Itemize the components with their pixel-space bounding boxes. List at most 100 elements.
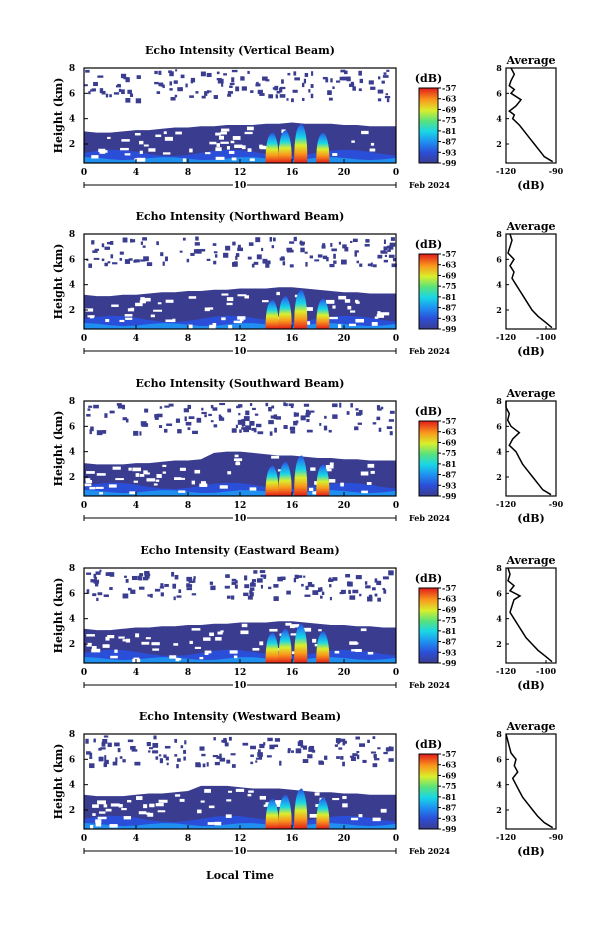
data-gap [112,466,121,470]
panel-3: Echo Intensity (Southward Beam) Height (k… [52,377,564,525]
sparse-echo [130,238,133,243]
x-tick-label: 20 [338,168,351,178]
day-label-bg [233,345,247,355]
profile-y-tick-label: 2 [496,639,502,649]
sparse-echo [390,237,395,241]
sparse-echo [362,759,367,763]
colorbar-tick-label: -69 [442,604,457,614]
data-gap [91,646,97,650]
sparse-echo [228,736,232,741]
sparse-echo [241,86,247,91]
profile-y-tick-label: 8 [496,396,502,406]
sparse-echo [386,426,393,430]
sparse-echo [144,408,149,413]
sparse-echo [235,253,240,257]
sparse-echo [84,84,88,87]
sparse-echo [248,242,254,246]
sparse-echo [195,762,201,768]
sparse-echo [257,431,264,435]
colorbar-tick-label: -81 [442,292,456,302]
sparse-echo [232,241,236,246]
sparse-echo [156,413,163,418]
data-gap [209,324,216,329]
sparse-echo [273,237,276,242]
sparse-echo [109,410,115,414]
data-gap [276,804,284,807]
sparse-echo [186,258,190,263]
convective-tower [294,788,308,829]
data-gap [220,131,227,135]
sparse-echo [94,248,100,251]
sparse-echo [249,421,255,426]
data-gap [122,639,127,642]
colorbar [418,87,439,164]
date-label: Feb 2024 [409,346,450,356]
profile-title: Average [505,54,555,67]
sparse-echo [86,751,91,755]
sparse-echo [221,739,227,743]
sparse-echo [260,574,267,578]
sparse-echo [243,592,249,597]
data-gap [139,150,143,154]
x-tick-label: 0 [393,668,399,678]
sparse-echo [219,757,226,762]
sparse-echo [112,262,118,265]
colorbar-tick-label: -87 [442,137,456,147]
sparse-echo [352,86,356,91]
data-gap [86,642,92,647]
sparse-echo [174,754,178,757]
sparse-echo [237,247,244,252]
data-gap [315,804,320,807]
sparse-echo [302,745,307,750]
sparse-echo [104,246,110,250]
sparse-echo [209,581,214,585]
sparse-echo [335,80,341,83]
sparse-echo [388,758,394,762]
sparse-echo [231,428,237,433]
data-gap [235,462,241,465]
y-tick-label: 4 [69,115,75,125]
sparse-echo [101,90,106,95]
data-gap [119,319,125,323]
x-tick-label: 4 [133,334,139,344]
sparse-echo [279,87,283,93]
data-gap [103,804,108,808]
sparse-echo [305,585,309,590]
day-label-bg [233,845,247,855]
colorbar-tick-label: -57 [442,416,456,426]
colorbar-tick-label: -75 [442,781,456,791]
sparse-echo [388,245,394,250]
sparse-echo [166,762,169,766]
data-gap [342,795,347,800]
sparse-echo [322,76,328,80]
sparse-echo [293,577,297,583]
colorbar-tick-label: -81 [442,792,456,802]
sparse-echo [237,244,241,249]
sparse-echo [180,74,185,79]
sparse-echo [345,574,351,578]
data-gap [269,628,278,632]
sparse-echo [308,747,314,752]
profile-y-tick-label: 4 [496,614,502,624]
sparse-echo [306,429,313,433]
sparse-echo [346,76,351,82]
colorbar-label: (dB) [415,238,442,251]
y-tick-label: 6 [69,422,75,432]
sparse-echo [309,255,314,259]
sparse-echo [99,569,102,573]
data-gap [325,299,335,304]
sparse-echo [117,748,121,753]
sparse-echo [275,94,278,97]
sparse-echo [306,418,310,423]
x-tick-label: 12 [234,501,247,511]
data-gap [121,808,127,811]
data-gap [85,480,93,484]
sparse-echo [226,759,231,764]
data-gap [350,817,359,821]
data-gap [182,158,187,162]
sparse-echo [354,250,359,253]
convective-tower [294,289,308,329]
sparse-echo [352,238,358,243]
sparse-echo [340,756,344,760]
